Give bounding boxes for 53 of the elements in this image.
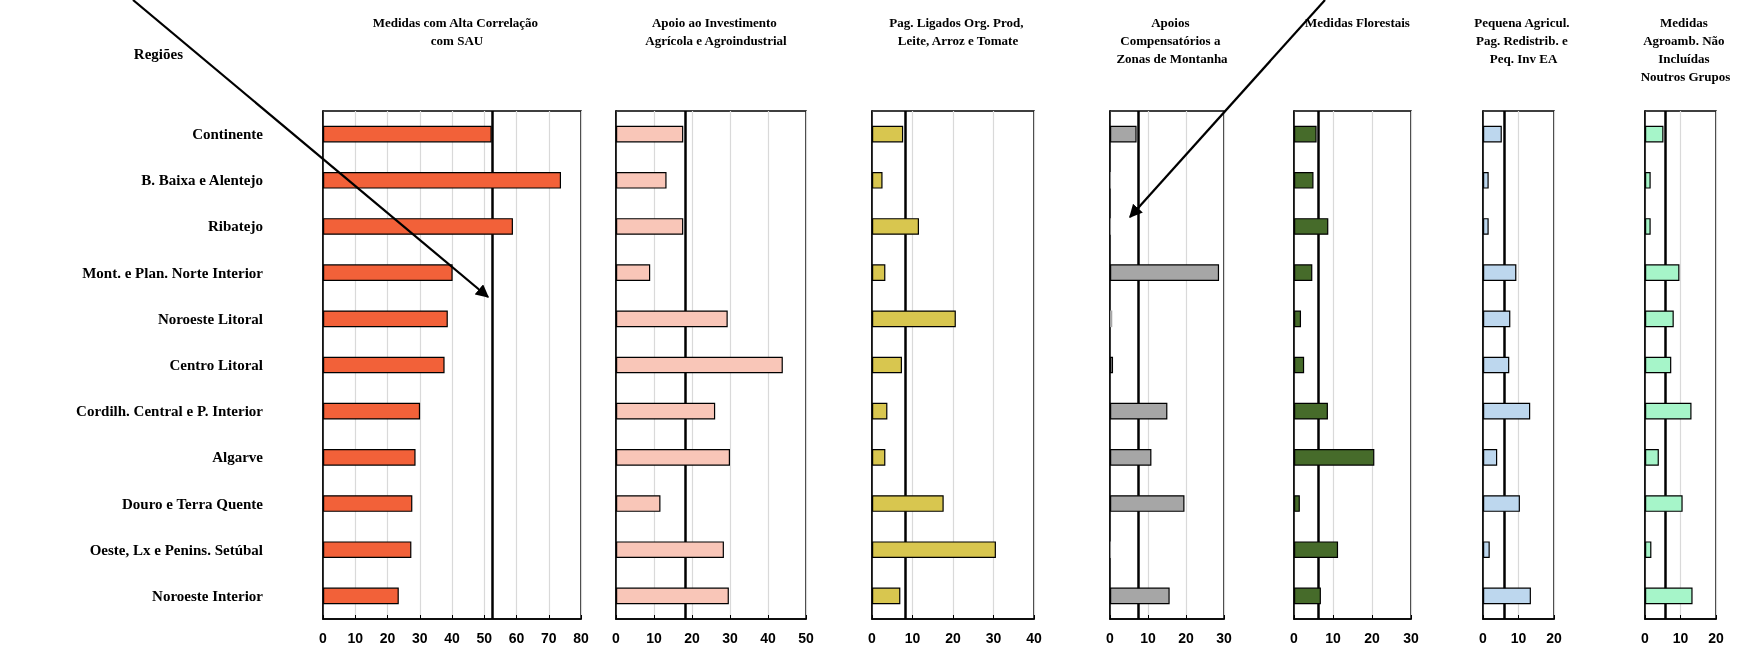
y-axis-title: Regiões [133,45,184,62]
chart-title: Pag. Ligados Org. Prod, Leite, Arroz e Tomate [889,14,1027,48]
x-tick-label: 40 [1026,630,1042,646]
x-tick-label: 10 [904,630,921,646]
y-tick-label: Oeste, Lx e Penins. Setúbal [89,541,263,558]
y-tick-label: Douro e Terra Quente [122,495,264,512]
y-tick-label: Cordilh. Central e P. Interior [76,403,264,420]
y-tick-label: Noroeste Litoral [157,310,263,327]
x-tick-label: 50 [476,630,493,646]
chart-title: Medidas Agroamb. Não Incluídas Noutros Grupos [1640,14,1731,84]
y-tick-label: Mont. e Plan. Norte Interior [82,264,264,281]
y-tick-label: Ribatejo [208,218,263,235]
x-tick-label: 80 [573,630,589,646]
x-tick-label: 60 [508,630,525,646]
x-tick-label: 10 [1325,630,1341,646]
x-tick-label: 20 [379,630,396,646]
y-tick-label: Noroeste Interior [152,587,264,604]
x-tick-label: 10 [347,630,364,646]
x-tick-label: 30 [1403,630,1419,646]
x-tick-label: 10 [646,630,662,646]
x-tick-label: 20 [1546,630,1562,646]
x-tick-label: 40 [760,630,776,646]
x-tick-label: 0 [868,630,877,646]
x-tick-label: 70 [540,630,557,646]
chart-title: Apoio ao Investimento Agrícola e Agroindustrial [645,14,788,48]
x-tick-label: 30 [985,630,1002,646]
x-tick-label: 20 [1364,630,1380,646]
x-tick-label: 50 [798,630,814,646]
chart-title: Medidas com Alta Correlação com SAU [372,14,542,48]
x-tick-label: 10 [1510,630,1527,646]
y-tick-label: Continente [192,126,264,143]
chart-title: Pequena Agricul. Pag. Redistrib. e Peq. Inv EA [1474,14,1573,66]
x-tick-label: 0 [319,630,328,646]
x-tick-label: 30 [411,630,428,646]
x-tick-label: 0 [612,630,621,646]
x-tick-label: 0 [1641,630,1650,646]
x-tick-label: 0 [1106,630,1115,646]
x-tick-label: 20 [684,630,700,646]
x-tick-label: 10 [1672,630,1689,646]
x-tick-label: 10 [1140,630,1156,646]
y-tick-label: Centro Litoral [169,357,263,373]
chart-title: Medidas Florestais [1305,14,1410,30]
x-tick-label: 0 [1290,630,1299,646]
y-tick-label: Algarve [212,449,264,466]
x-tick-label: 30 [1216,630,1232,646]
x-tick-label: 40 [444,630,460,646]
x-tick-label: 0 [1479,630,1488,646]
chart-title: Apoios Compensatórios a Zonas de Montanha [1116,14,1229,66]
x-tick-label: 20 [945,630,961,646]
y-tick-label: B. Baixa e Alentejo [141,172,263,189]
x-tick-label: 20 [1708,630,1724,646]
x-tick-label: 20 [1178,630,1194,646]
x-tick-label: 30 [722,630,738,646]
